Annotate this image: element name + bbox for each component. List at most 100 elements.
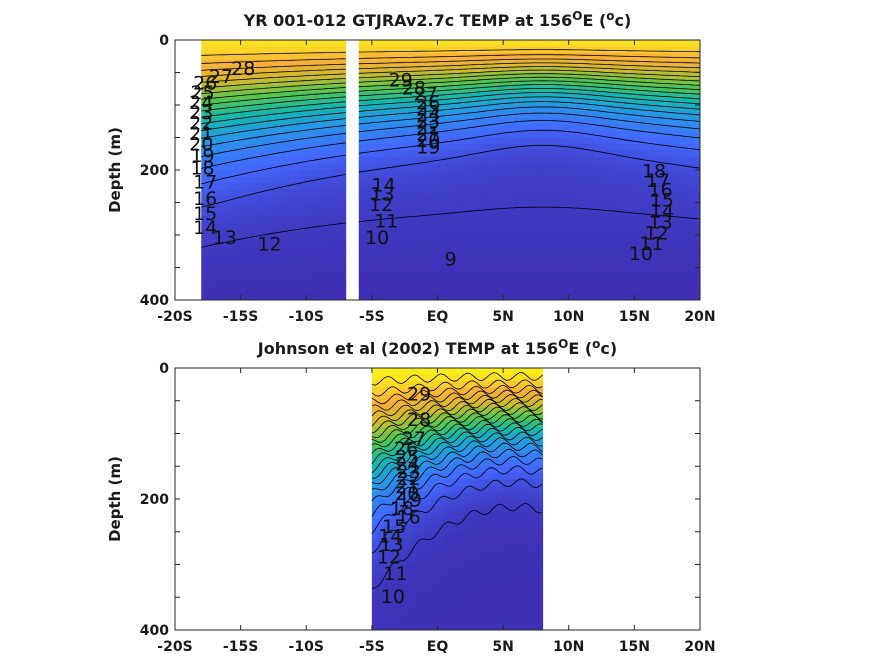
field-cell [562,170,570,178]
field-cell [476,53,485,61]
field-cell [312,72,320,80]
contour-line-10 [358,144,700,173]
field-cell [516,368,524,376]
field-cell [437,150,445,158]
field-cell [220,40,229,48]
field-cell [247,92,255,100]
field-cell [319,183,327,191]
field-cell [391,426,399,435]
field-cell [667,46,675,54]
x-tick-label: -20S [157,309,192,325]
field-cell [581,261,590,269]
field-cell [673,176,681,184]
field-cell [614,111,622,119]
field-cell [555,235,563,243]
field-cell [220,170,229,178]
field-cell [608,53,616,61]
field-cell [234,248,242,256]
field-cell [516,163,524,171]
field-cell [266,274,275,282]
field-cell [621,137,629,145]
field-cell [293,241,301,249]
field-cell [686,92,695,100]
field-cell [227,267,235,275]
field-cell [522,280,530,288]
field-cell [214,248,222,256]
field-cell [562,131,570,139]
field-cell [542,170,550,178]
field-cell [253,157,261,165]
field-cell [385,518,393,526]
field-cell [404,590,412,598]
field-cell [621,196,629,204]
field-cell [496,241,504,249]
field-cell [430,267,439,275]
field-cell [306,293,314,300]
field-cell [529,590,537,598]
field-cell [371,603,380,611]
field-cell [385,577,393,585]
field-cell [253,53,261,61]
field-cell [640,105,649,113]
field-cell [535,584,544,592]
field-cell [339,118,347,126]
field-cell [516,170,524,178]
field-cell [496,267,504,275]
field-cell [627,267,635,275]
field-cell [522,79,530,87]
field-cell [424,66,432,74]
field-cell [253,92,261,100]
field-cell [529,53,537,61]
field-cell [503,492,511,500]
field-cell [299,228,307,236]
field-cell [312,157,320,165]
field-cell [490,59,498,67]
field-cell [660,124,668,132]
field-cell [476,466,485,474]
field-cell [470,381,478,389]
field-cell [549,144,557,152]
field-cell [201,150,209,158]
field-cell [325,287,334,295]
field-cell [535,433,544,441]
field-cell [411,105,419,113]
field-cell [437,499,445,507]
field-cell [286,131,294,139]
field-cell [673,137,681,145]
field-cell [450,512,458,520]
field-cell [673,124,681,132]
field-cell [444,144,452,152]
field-cell [430,118,439,126]
field-cell [476,150,485,158]
field-cell [404,512,412,520]
field-cell [588,118,596,126]
field-cell [240,248,248,256]
field-cell [450,616,458,625]
field-cell [385,616,393,625]
field-cell [503,183,511,191]
field-cell [444,426,452,435]
field-cell [496,137,504,145]
field-cell [496,215,504,223]
field-cell [529,466,537,474]
field-cell [371,241,380,249]
field-cell [398,459,406,467]
field-cell [411,525,419,533]
field-cell [398,267,406,275]
field-cell [306,137,314,145]
field-cell [417,209,425,217]
field-cell [516,420,524,428]
field-cell [378,202,386,210]
field-cell [562,228,570,236]
field-cell [293,209,301,217]
field-cell [667,287,675,295]
field-cell [260,287,268,295]
field-cell [634,105,642,113]
field-cell [444,202,452,210]
contour-label: 12 [369,194,393,216]
field-cell [286,261,294,269]
field-cell [325,202,334,210]
field-cell [463,616,471,625]
field-cell [220,137,229,145]
field-cell [535,499,544,507]
